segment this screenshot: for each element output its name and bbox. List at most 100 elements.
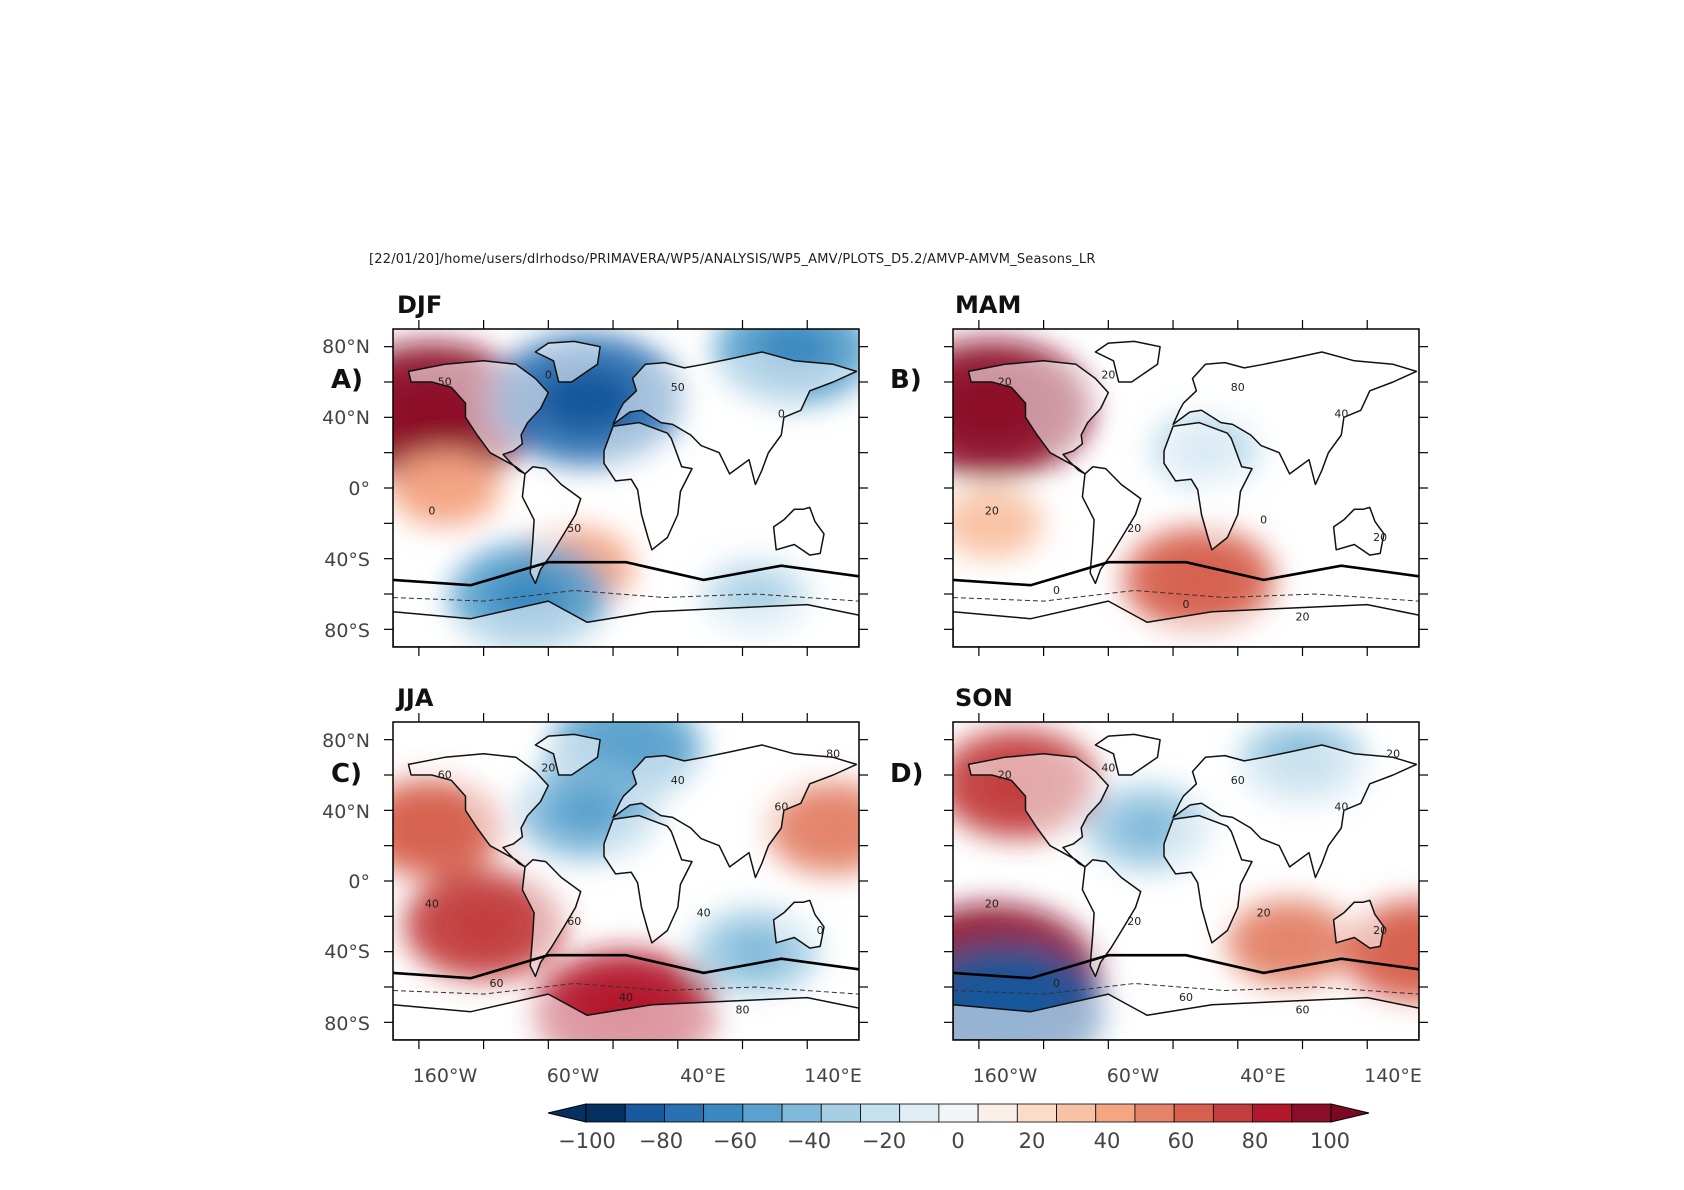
contour-label: 0: [1053, 977, 1060, 990]
map-plot-son: 20 40 60 40 20 20 20 20 0 60 60 20: [944, 713, 1428, 1049]
contour-label: 40: [1334, 800, 1348, 813]
colorbar-box: [938, 1103, 979, 1123]
x-tick-label: 60°W: [547, 1065, 600, 1087]
contour-label: 60: [567, 915, 581, 928]
colorbar-box: [1095, 1103, 1136, 1123]
colorbar-box: [703, 1103, 744, 1123]
negative-contour: [393, 982, 859, 995]
contour-label: 20: [1386, 747, 1400, 760]
y-tick-label: 40°S: [324, 549, 370, 571]
negative-contour: [953, 589, 1419, 602]
contour-label: 80: [736, 1004, 750, 1017]
contour-label: 60: [438, 769, 452, 782]
zero-contour: [393, 953, 859, 980]
contour-label: 60: [1231, 774, 1245, 787]
panel-son: SON D) 20 40 60 40 20 20 20 20 0 60 60 20 160°W 60°…: [890, 684, 1428, 1087]
coastline: [953, 993, 1419, 1040]
colorbar-box: [664, 1103, 705, 1123]
anomaly-core: [394, 803, 469, 853]
coastline: [772, 899, 825, 949]
coastlines: [393, 340, 859, 647]
coastlines: [953, 340, 1419, 647]
colorbar-box: [1212, 1103, 1253, 1123]
colorbar-tick-label: 100: [1310, 1129, 1350, 1153]
colorbar-tick-label: −80: [639, 1129, 683, 1153]
coastline: [603, 814, 693, 944]
anomaly-core: [537, 366, 637, 433]
colorbar-box: [1173, 1103, 1214, 1123]
map-plot-jja: 60 20 40 60 40 60 40 0 60 40 80 80: [384, 713, 868, 1049]
x-tick-label: 160°W: [413, 1065, 478, 1087]
coastline: [407, 753, 550, 868]
y-tick-label: 80°N: [322, 336, 370, 358]
panel-title-mam: MAM: [955, 291, 1021, 319]
colorbar-over-triangle: [1330, 1103, 1370, 1123]
contour-label: 50: [567, 522, 581, 535]
axis-ticks: [384, 320, 868, 656]
coastline: [1332, 899, 1385, 949]
contour-label: 40: [697, 906, 711, 919]
y-tick-label: 40°S: [324, 941, 370, 963]
y-tick-label: 80°S: [324, 620, 370, 642]
colorbar-box: [860, 1103, 901, 1123]
anomaly-core: [722, 929, 789, 974]
coastline: [967, 360, 1110, 475]
coastline: [1094, 733, 1161, 776]
colorbar-boxes: [585, 1103, 1332, 1123]
x-tick-label: 160°W: [973, 1065, 1038, 1087]
y-axis-labels-djf: 80°N 40°N 0° 40°S 80°S: [322, 336, 370, 642]
colorbar-box: [1134, 1103, 1175, 1123]
colorbar-box: [977, 1103, 1018, 1123]
colorbar-tick-label: −60: [713, 1129, 757, 1153]
anomaly-core: [1256, 920, 1323, 965]
colorbar-box: [585, 1103, 626, 1123]
colorbar-box: [820, 1103, 861, 1123]
coastline: [407, 360, 550, 475]
contour-label: 0: [1053, 584, 1060, 597]
contour-label: 20: [998, 769, 1012, 782]
x-tick-label: 40°E: [1240, 1065, 1286, 1087]
colorbar-under-triangle: [547, 1103, 587, 1123]
coastline: [603, 421, 693, 551]
panel-label-d: D): [890, 759, 923, 789]
axis-ticks: [944, 713, 1428, 1049]
contour-label: 50: [671, 381, 685, 394]
contour-label: 0: [545, 368, 552, 381]
x-tick-label: 140°E: [804, 1065, 862, 1087]
panel-jja: JJA C) 60 20 40 60 40 60 40 0 60 40 80 80 80°N 40°N…: [322, 684, 868, 1087]
y-tick-label: 40°N: [322, 801, 370, 823]
contour-label: 0: [817, 924, 824, 937]
anomaly-core: [415, 468, 474, 508]
coastline: [967, 753, 1110, 868]
y-tick-label: 80°N: [322, 730, 370, 752]
colorbar-box: [899, 1103, 940, 1123]
anomaly-core: [1159, 553, 1239, 606]
coastline: [1081, 859, 1142, 978]
y-tick-label: 80°S: [324, 1013, 370, 1035]
x-axis-labels-son: 160°W 60°W 40°E 140°E: [973, 1065, 1422, 1087]
y-tick-label: 0°: [348, 871, 370, 893]
panel-djf: DJF A) 50 0 50 0 0 50 80°N 40°N 0° 40°S 80°S: [322, 291, 868, 656]
colorbar-tick-label: 60: [1168, 1129, 1195, 1153]
axis-ticks: [944, 320, 1428, 656]
contour-label: 80: [1231, 381, 1245, 394]
contour-label: 40: [425, 898, 439, 911]
y-axis-labels-jja: 80°N 40°N 0° 40°S 80°S: [322, 730, 370, 1035]
contour-label: 40: [671, 774, 685, 787]
colorbar: −100 −80 −60 −40 −20 0 20 40 60 80 100: [547, 1103, 1370, 1153]
anomaly-core: [442, 897, 525, 953]
coastline: [1094, 340, 1161, 383]
contour-label: 80: [826, 747, 840, 760]
x-tick-label: 40°E: [680, 1065, 726, 1087]
coastlines: [393, 733, 859, 1040]
colorbar-tick-label: 20: [1019, 1129, 1046, 1153]
coastline: [612, 351, 858, 486]
anomaly-core: [550, 785, 625, 836]
coastline: [953, 600, 1419, 647]
colorbar-tick-label: −40: [787, 1129, 831, 1153]
x-tick-label: 60°W: [1107, 1065, 1160, 1087]
contour-label: 20: [985, 898, 999, 911]
x-tick-label: 140°E: [1364, 1065, 1422, 1087]
zero-contour: [953, 560, 1419, 587]
